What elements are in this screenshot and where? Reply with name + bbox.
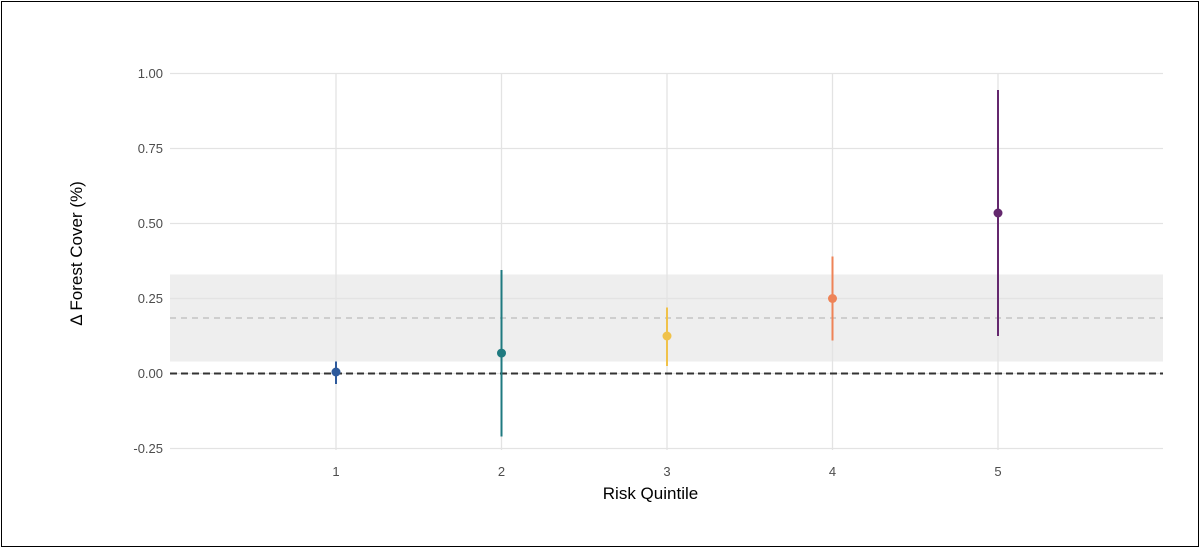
gridlines — [170, 72, 1163, 450]
x-tick-label: 3 — [663, 464, 670, 479]
x-tick-label: 1 — [332, 464, 339, 479]
point-estimate-q4 — [828, 294, 837, 303]
point-estimate-q3 — [662, 331, 672, 341]
y-tick-label: -0.25 — [133, 441, 163, 456]
point-estimate-q5 — [993, 208, 1003, 218]
tick-labels: -0.25 0.00 0.25 0.50 0.75 1.00 1 2 3 4 5 — [133, 66, 1001, 479]
x-tick-label: 5 — [994, 464, 1001, 479]
point-estimate-q1 — [331, 367, 341, 377]
y-tick-label: 0.75 — [138, 141, 163, 156]
data-marks — [331, 90, 1003, 437]
y-tick-label: 0.25 — [138, 291, 163, 306]
x-tick-label: 2 — [498, 464, 505, 479]
x-axis-title: Risk Quintile — [603, 484, 698, 503]
y-tick-label: 1.00 — [138, 66, 163, 81]
y-tick-label: 0.00 — [138, 366, 163, 381]
x-tick-label: 4 — [829, 464, 836, 479]
y-axis-title: Δ Forest Cover (%) — [67, 181, 86, 326]
y-tick-label: 0.50 — [138, 216, 163, 231]
point-estimate-q2 — [497, 348, 506, 358]
